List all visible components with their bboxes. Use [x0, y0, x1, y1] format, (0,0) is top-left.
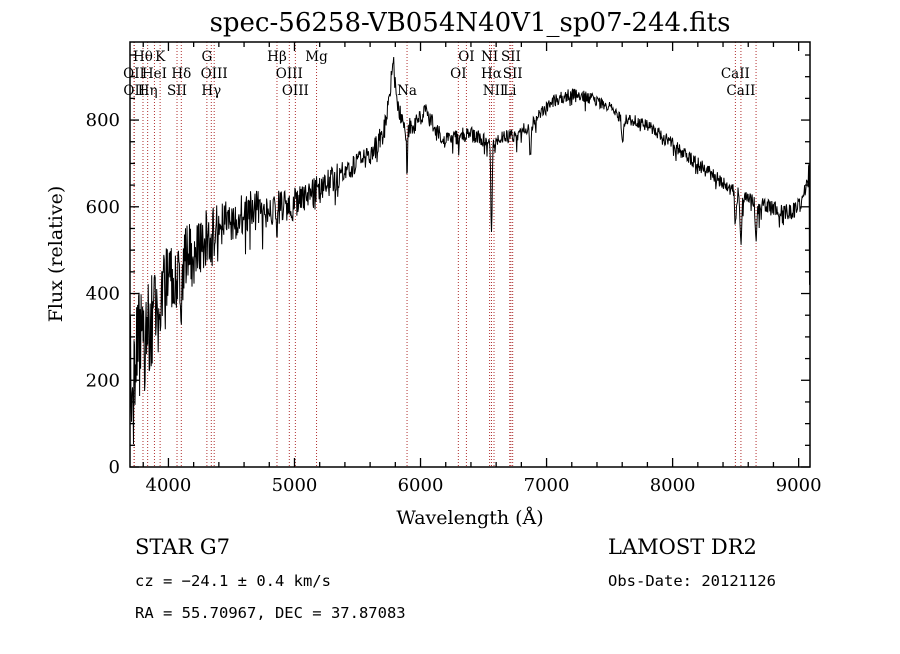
spectral-line-markers [133, 42, 757, 467]
spectral-line-label: Hθ [133, 49, 153, 65]
x-tick-label: 5000 [272, 475, 318, 496]
spectral-line-label: Li [503, 83, 517, 99]
y-tick-label: 400 [86, 284, 120, 305]
spectral-line-label: OIII [201, 66, 228, 82]
cz-value: cz = −24.1 ± 0.4 km/s [135, 572, 331, 590]
spectral-line-label: SII [503, 66, 523, 82]
spectral-line-label: CaII [726, 83, 755, 99]
tick-labels: 4000 5000 6000 7000 8000 9000 0 200 400 600 800 [86, 110, 822, 496]
spectral-line-label: NI [481, 49, 498, 65]
y-tick-label: 800 [86, 110, 120, 131]
spectral-line-label: OII [123, 66, 145, 82]
spectral-line-label: CaII [721, 66, 750, 82]
y-tick-label: 0 [109, 457, 120, 478]
spectral-line-label: K [155, 49, 166, 65]
obs-date-value: Obs-Date: 20121126 [608, 572, 776, 590]
chart-layer: OIIOIIHθHηHeIKSIIHδGHγOIIIHβOIIIOIIIMgNa… [86, 41, 822, 496]
x-tick-label: 4000 [146, 475, 192, 496]
spectral-line-label: Mg [305, 49, 328, 65]
x-axis-label: Wavelength (Å) [396, 507, 543, 529]
spectral-line-label: Na [397, 83, 417, 99]
spectral-line-label: G [201, 49, 212, 65]
spectral-line-label: OI [458, 49, 474, 65]
x-tick-label: 6000 [398, 475, 444, 496]
spectral-line-label: OIII [282, 83, 309, 99]
spectral-line-label: SII [167, 83, 187, 99]
spectral-line-label: OIII [276, 66, 303, 82]
y-tick-label: 200 [86, 370, 120, 391]
plot-frame [129, 41, 811, 468]
y-tick-label: 600 [86, 197, 120, 218]
spectral-line-label: Hγ [201, 83, 221, 99]
spectral-line-label: Hη [138, 83, 158, 99]
x-tick-label: 9000 [776, 475, 822, 496]
spectral-line-label: OI [450, 66, 466, 82]
spectral-line-labels: OIIOIIHθHηHeIKSIIHδGHγOIIIHβOIIIOIIIMgNa… [123, 49, 755, 99]
spectral-line-label: NII [483, 83, 505, 99]
y-axis-label: Flux (relative) [45, 186, 67, 323]
x-tick-label: 7000 [524, 475, 570, 496]
survey-label: LAMOST DR2 [608, 535, 757, 559]
spectral-line-label: Hβ [267, 49, 287, 65]
axis-ticks [130, 42, 810, 468]
plot-title: spec-56258-VB054N40V1_sp07-244.fits [210, 8, 731, 38]
spectral-line-label: SII [501, 49, 521, 65]
spectral-line-label: HeI [142, 66, 167, 82]
spectral-line-label: OII [123, 83, 145, 99]
spectral-line-label: Hα [481, 66, 502, 82]
ra-dec-value: RA = 55.70967, DEC = 37.87083 [135, 604, 406, 622]
x-tick-label: 8000 [650, 475, 696, 496]
spectral-line-label: Hδ [171, 66, 191, 82]
spectrum-trace [129, 56, 810, 445]
classification-label: STAR G7 [135, 535, 230, 559]
